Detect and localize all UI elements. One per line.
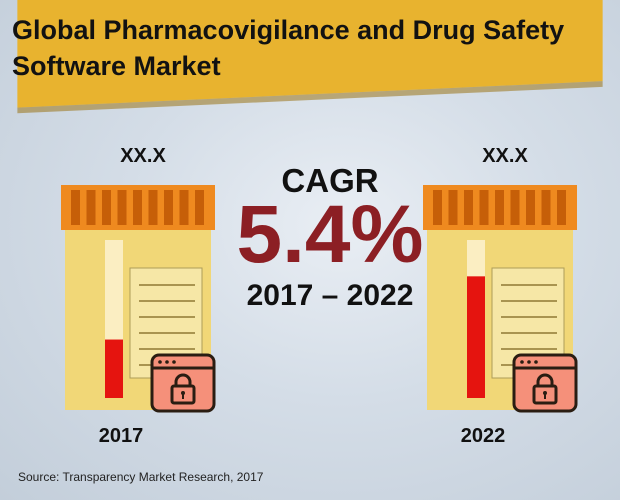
bar-value-label-2022: XX.X (482, 145, 528, 167)
browser-window-dot (165, 360, 169, 364)
bar-fill-2017 (105, 339, 123, 398)
jar-lid-ridge-2017 (86, 190, 96, 225)
chart-title: Global Pharmacovigilance and Drug Safety… (12, 15, 565, 81)
browser-window-dot (527, 360, 531, 364)
jar-lid-ridge-2017 (102, 190, 111, 225)
jar-lid-ridge-2017 (133, 190, 142, 225)
jar-lid-ridge-2017 (148, 190, 158, 225)
jar-lid-ridge-2022 (495, 190, 504, 225)
jar-lid-ridge-2017 (117, 190, 127, 225)
browser-window-dot (158, 360, 162, 364)
jar-lid-ridge-2022 (541, 190, 551, 225)
jar-lid-ridge-2022 (448, 190, 458, 225)
jar-lid-ridge-2022 (526, 190, 535, 225)
jar-2017 (61, 185, 216, 413)
cagr-value: 5.4% (236, 189, 424, 280)
category-label-2017: 2017 (98, 425, 144, 447)
jar-lid-ridge-2017 (71, 190, 80, 225)
browser-window-dot (534, 360, 538, 364)
browser-window-dot (520, 360, 524, 364)
jar-lid-ridge-2022 (464, 190, 473, 225)
jar-lid-ridge-2022 (479, 190, 489, 225)
lock-icon (170, 373, 196, 405)
jar-lid-ridge-2022 (433, 190, 442, 225)
lock-shackle (174, 373, 192, 387)
bar-fill-2022 (467, 276, 485, 398)
jar-2022 (423, 185, 578, 413)
bar-value-label-2017: XX.X (120, 145, 166, 167)
jar-lid-ridge-2022 (510, 190, 520, 225)
source-note: Source: Transparency Market Research, 20… (18, 470, 264, 484)
cagr-label: CAGR (281, 162, 379, 199)
lock-shackle (536, 373, 554, 387)
jar-lid-ridge-2017 (179, 190, 189, 225)
browser-window-dot (172, 360, 176, 364)
category-label-2022: 2022 (460, 425, 506, 447)
jar-lid-ridge-2017 (164, 190, 173, 225)
jar-lid-ridge-2017 (195, 190, 204, 225)
title-band (17, 0, 603, 114)
cagr-period: 2017 – 2022 (246, 279, 414, 312)
lock-icon (532, 373, 558, 405)
jar-lid-ridge-2022 (557, 190, 566, 225)
